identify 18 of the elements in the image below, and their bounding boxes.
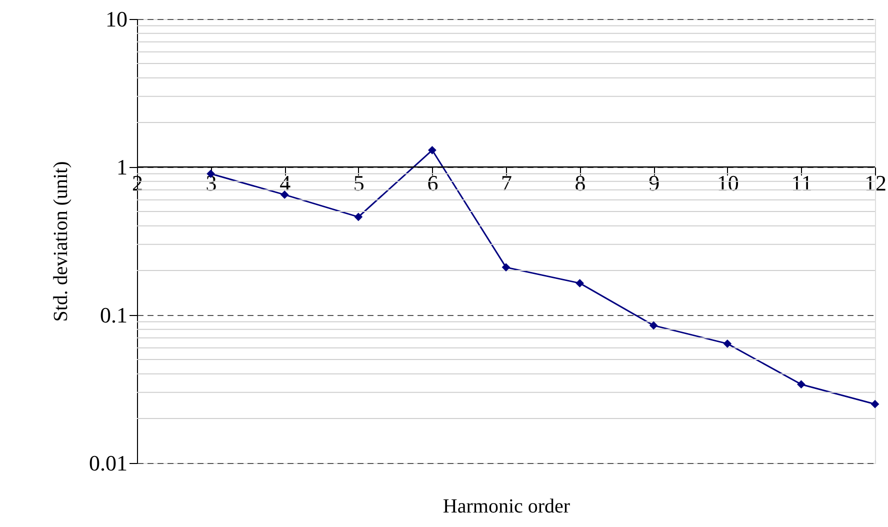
point (797, 380, 806, 389)
y-axis-title: Std. deviation (unit) (50, 161, 72, 322)
point (502, 263, 510, 272)
x-axis-title: Harmonic order (442, 496, 570, 518)
point (576, 279, 584, 288)
y-tick-label: 0.01 (89, 450, 128, 476)
point (723, 340, 732, 348)
point (280, 190, 289, 199)
point (354, 212, 363, 222)
point (870, 400, 880, 408)
y-tick-label: 1 (116, 154, 128, 180)
x-tick-label: 12 (864, 170, 886, 196)
y-tick-label: 10 (106, 6, 128, 32)
x-tick-label: 4 (280, 170, 291, 196)
point (428, 146, 436, 154)
y-tick-label: 0.1 (100, 302, 128, 328)
point (649, 321, 658, 330)
x-tick-label: 7 (501, 170, 512, 196)
